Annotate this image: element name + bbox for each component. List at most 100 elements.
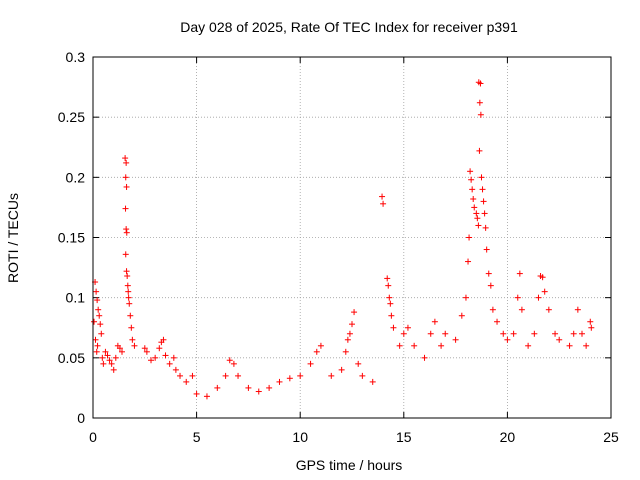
data-point — [141, 345, 148, 352]
data-point — [170, 354, 177, 361]
data-point — [276, 378, 283, 385]
data-point — [483, 246, 490, 253]
data-point — [128, 324, 135, 331]
data-point — [235, 372, 242, 379]
data-point — [385, 282, 392, 289]
data-point — [124, 273, 131, 280]
data-point — [578, 330, 585, 337]
data-point — [510, 330, 517, 337]
data-point — [286, 375, 293, 382]
x-tick-label: 10 — [292, 429, 308, 445]
data-point — [479, 186, 486, 193]
data-point — [404, 324, 411, 331]
data-point — [387, 300, 394, 307]
data-point — [344, 336, 351, 343]
data-point — [477, 80, 484, 87]
data-point — [230, 360, 237, 367]
grid — [93, 57, 611, 418]
data-point — [355, 360, 362, 367]
data-point — [467, 168, 474, 175]
data-point — [245, 384, 252, 391]
data-point — [166, 360, 173, 367]
data-point — [152, 354, 159, 361]
data-point — [539, 274, 546, 281]
data-point — [351, 309, 358, 316]
axis-ticks: 0 5 10 15 20 25 0 0.05 0.1 0.15 0.2 0.25 0.3 — [58, 49, 619, 445]
data-point — [411, 342, 418, 349]
data-point — [122, 205, 129, 212]
data-point — [126, 300, 133, 307]
data-point — [478, 174, 485, 181]
plot-frame — [92, 56, 612, 419]
x-tick-label: 20 — [500, 429, 516, 445]
data-point — [556, 336, 563, 343]
data-point — [94, 297, 101, 304]
data-point — [99, 354, 106, 361]
data-point — [124, 282, 131, 289]
data-point — [475, 222, 482, 229]
data-point — [541, 288, 548, 295]
data-point — [307, 360, 314, 367]
data-point — [566, 342, 573, 349]
data-point — [438, 342, 445, 349]
data-point — [480, 198, 487, 205]
data-point — [525, 342, 532, 349]
data-point — [93, 288, 100, 295]
data-point — [119, 348, 126, 355]
data-point — [500, 330, 507, 337]
data-point — [588, 324, 595, 331]
data-point — [125, 288, 132, 295]
data-point — [359, 372, 366, 379]
data-point — [95, 306, 102, 313]
data-point — [123, 268, 130, 275]
y-tick-label: 0.05 — [58, 350, 85, 366]
data-point — [470, 195, 477, 202]
data-point — [431, 318, 438, 325]
data-point — [160, 336, 167, 343]
data-point — [476, 147, 483, 154]
data-point — [123, 159, 130, 166]
data-point — [421, 354, 428, 361]
data-point — [514, 294, 521, 301]
y-tick-label: 0.15 — [58, 230, 85, 246]
data-point — [458, 312, 465, 319]
data-point — [104, 352, 111, 359]
data-point — [482, 224, 489, 231]
data-point — [94, 342, 101, 349]
data-point — [122, 174, 129, 181]
data-point — [317, 342, 324, 349]
data-point — [494, 318, 501, 325]
data-point — [574, 306, 581, 313]
x-tick-label: 0 — [89, 429, 97, 445]
data-point — [587, 318, 594, 325]
data-points — [91, 79, 595, 400]
data-point — [177, 372, 184, 379]
data-point — [214, 384, 221, 391]
data-point — [487, 282, 494, 289]
data-point — [203, 393, 210, 400]
data-point — [462, 294, 469, 301]
data-point — [466, 234, 473, 241]
y-axis-label: ROTI / TECUs — [5, 193, 21, 283]
data-point — [474, 215, 481, 222]
data-point — [96, 312, 103, 319]
data-point — [148, 357, 155, 364]
data-point — [471, 204, 478, 211]
data-point — [476, 99, 483, 106]
data-point — [122, 155, 129, 162]
data-point — [342, 348, 349, 355]
data-point — [379, 193, 386, 200]
y-tick-label: 0.1 — [66, 290, 86, 306]
data-point — [465, 258, 472, 265]
data-point — [108, 360, 115, 367]
x-tick-label: 5 — [193, 429, 201, 445]
data-point — [183, 378, 190, 385]
data-point — [172, 366, 179, 373]
data-point — [131, 342, 138, 349]
data-point — [518, 306, 525, 313]
data-point — [473, 210, 480, 217]
data-point — [396, 342, 403, 349]
data-point — [162, 352, 169, 359]
data-point — [427, 330, 434, 337]
data-point — [125, 294, 132, 301]
